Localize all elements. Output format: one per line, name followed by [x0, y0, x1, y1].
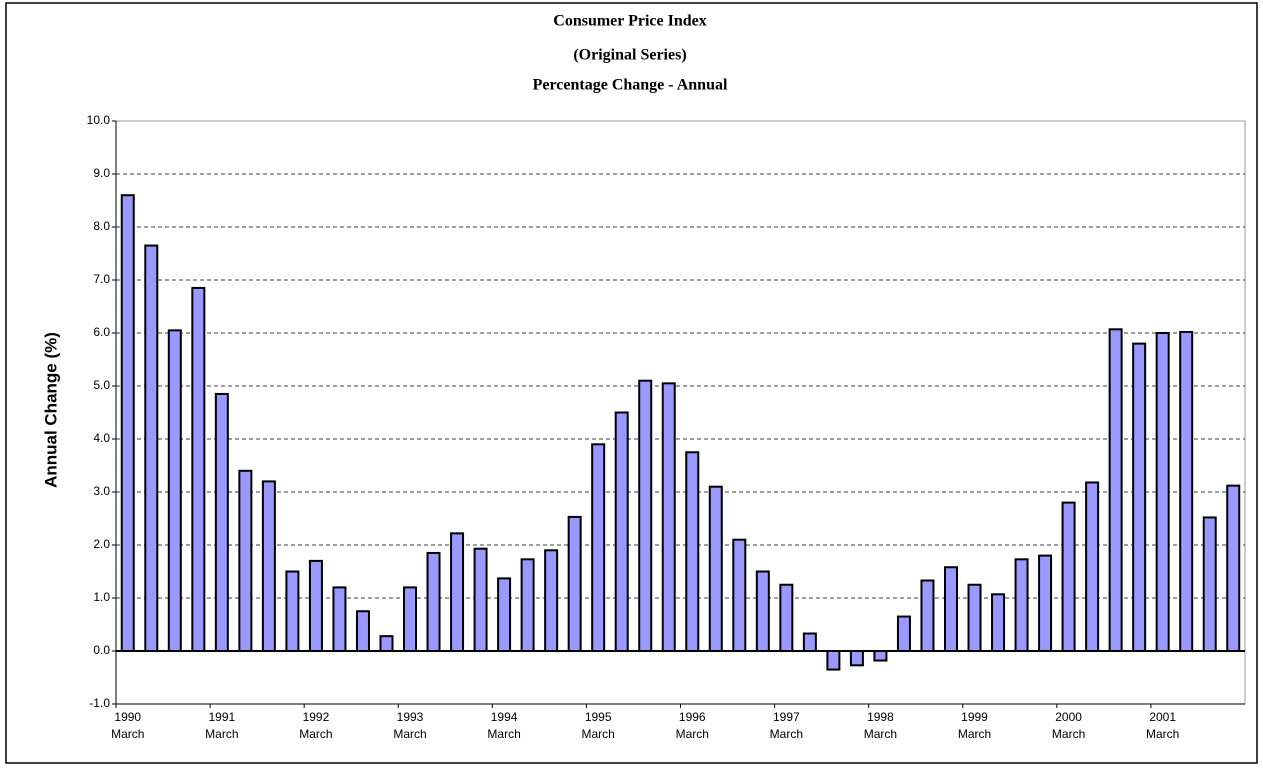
bar	[567, 515, 582, 652]
bar	[1155, 332, 1170, 652]
bar	[826, 650, 841, 671]
x-tick-label: 2000 March	[1052, 710, 1085, 741]
x-tick-label: 1991 March	[205, 710, 238, 741]
bar	[943, 566, 958, 653]
bar	[1061, 501, 1076, 652]
bar	[1108, 328, 1123, 652]
bar	[614, 411, 629, 652]
bar	[379, 635, 394, 652]
bar	[1179, 330, 1194, 652]
bar	[120, 194, 135, 652]
bar	[991, 593, 1006, 652]
y-tick-label: -1.0	[89, 696, 110, 710]
y-tick-label: 8.0	[93, 219, 110, 233]
x-tick-label: 1998 March	[864, 710, 897, 741]
bar	[920, 579, 935, 653]
bar	[426, 551, 441, 653]
bar	[403, 586, 418, 653]
bar	[214, 392, 229, 652]
bar	[238, 469, 253, 652]
bar	[544, 549, 559, 652]
bar	[308, 559, 323, 653]
y-tick-label: 4.0	[93, 431, 110, 445]
y-axis-label: Annual Change (%)	[41, 332, 60, 488]
bar	[1226, 484, 1241, 653]
y-tick-label: 9.0	[93, 166, 110, 180]
bar	[591, 443, 606, 652]
x-tick-label: 1993 March	[393, 710, 426, 741]
x-tick-label: 1995 March	[582, 710, 615, 741]
y-tick-label: 2.0	[93, 537, 110, 551]
chart-subtitle: (Original Series)	[573, 47, 686, 64]
bar	[661, 382, 676, 652]
bar	[638, 379, 653, 652]
bar	[779, 583, 794, 652]
y-tick-label: 5.0	[93, 378, 110, 392]
bar	[144, 244, 159, 653]
x-tick-label: 1990 March	[111, 710, 144, 741]
x-tick-label: 1997 March	[770, 710, 803, 741]
bar	[896, 615, 911, 652]
bar	[732, 538, 747, 653]
bar	[285, 570, 300, 652]
bar	[802, 632, 817, 653]
x-tick-label: 1994 March	[487, 710, 520, 741]
bar	[167, 329, 182, 652]
chart-subtitle: Percentage Change - Annual	[533, 77, 728, 94]
y-tick-label: 3.0	[93, 484, 110, 498]
bar	[1202, 516, 1217, 652]
bar	[708, 485, 723, 653]
bar	[1085, 481, 1100, 652]
x-tick-label: 1996 March	[676, 710, 709, 741]
bar	[873, 650, 888, 662]
bar	[191, 286, 206, 652]
y-tick-label: 0.0	[93, 643, 110, 657]
bar	[1132, 342, 1147, 652]
chart-title: Consumer Price Index	[553, 13, 706, 30]
x-tick-label: 1992 March	[299, 710, 332, 741]
bar	[355, 610, 370, 652]
y-tick-label: 7.0	[93, 272, 110, 286]
bar	[473, 547, 488, 653]
x-tick-label: 2001 March	[1146, 710, 1179, 741]
y-tick-label: 1.0	[93, 590, 110, 604]
bar	[849, 650, 864, 667]
bar	[520, 558, 535, 652]
bar	[967, 583, 982, 652]
bar	[332, 586, 347, 653]
bar	[685, 451, 700, 652]
x-tick-label: 1999 March	[958, 710, 991, 741]
y-tick-label: 10.0	[87, 113, 111, 127]
bar	[261, 480, 276, 652]
bar	[450, 532, 465, 653]
bar	[497, 577, 512, 653]
bar	[755, 570, 770, 652]
bar	[1038, 554, 1053, 652]
bar	[1014, 558, 1029, 652]
y-tick-label: 6.0	[93, 325, 110, 339]
